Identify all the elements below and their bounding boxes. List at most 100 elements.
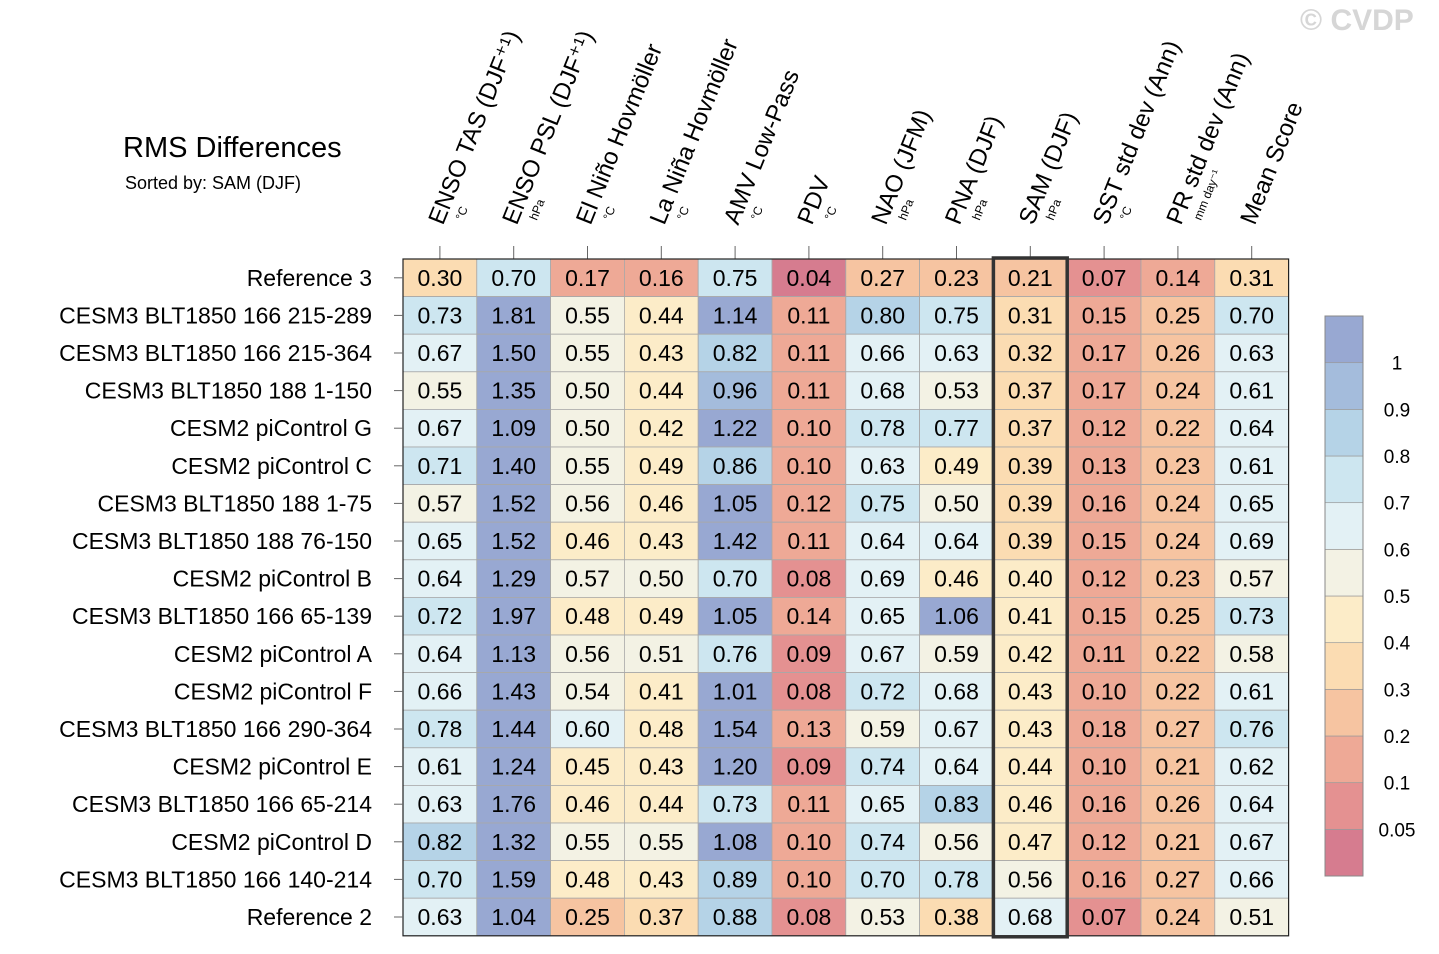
- heatmap-cell: [845, 484, 920, 523]
- heatmap-cell: [993, 747, 1068, 786]
- heatmap-cell: [402, 559, 478, 598]
- cell-value-label: 0.69: [1229, 528, 1274, 554]
- heatmap-cell: [697, 785, 773, 824]
- heatmap-cell: [993, 634, 1068, 673]
- heatmap-cell: [476, 709, 551, 749]
- heatmap-cell: [919, 597, 994, 636]
- cell-value-label: 0.64: [934, 754, 979, 780]
- heatmap-cell: [771, 597, 847, 636]
- column-unit-label: °C: [748, 204, 766, 222]
- cell-value-label: 0.25: [565, 904, 610, 930]
- heatmap-cell: [697, 672, 773, 711]
- cell-value-label: 0.96: [713, 378, 758, 404]
- heatmap-cell: [1066, 521, 1142, 561]
- cell-value-label: 0.16: [1082, 791, 1127, 817]
- heatmap-cell: [1214, 747, 1290, 786]
- heatmap-cell: [1140, 408, 1216, 448]
- heatmap-cell: [993, 672, 1068, 711]
- cell-value-label: 0.11: [787, 528, 830, 554]
- row-labels: Reference 3 CESM3 BLT1850 166 215-289 CESM…: [59, 265, 403, 930]
- cell-value-label: 0.64: [418, 641, 463, 667]
- cell-value-label: 0.17: [565, 265, 610, 291]
- colorbar-swatch: [1324, 782, 1364, 830]
- cell-value-label: 0.48: [639, 716, 684, 742]
- heatmap-cell: [919, 747, 994, 786]
- chart-title: RMS Differences: [123, 132, 342, 164]
- cell-value-label: 0.68: [934, 678, 979, 704]
- cell-value-label: 0.59: [934, 641, 979, 667]
- cell-value-label: 0.55: [565, 340, 610, 366]
- heatmap-cell: [845, 634, 920, 673]
- row-label: CESM2 piControl F: [174, 678, 372, 704]
- heatmap-cell: [1214, 484, 1290, 523]
- heatmap-cell: [624, 785, 699, 824]
- cell-value-label: 0.37: [1008, 415, 1053, 441]
- cell-value-label: 0.83: [934, 791, 979, 817]
- cell-value-label: 0.12: [1082, 829, 1127, 855]
- cell-value-label: 0.30: [418, 265, 463, 291]
- cell-value-label: 0.45: [565, 754, 610, 780]
- cell-value-label: 0.63: [418, 904, 463, 930]
- heatmap-cell: [1066, 446, 1142, 485]
- cell-value-label: 0.07: [1082, 265, 1127, 291]
- row-label: CESM3 BLT1850 188 1-75: [98, 490, 372, 516]
- row-label: CESM3 BLT1850 166 215-364: [59, 340, 372, 366]
- heatmap-cell: [624, 897, 699, 937]
- heatmap-cell: [1140, 597, 1216, 636]
- cell-value-label: 1.44: [491, 716, 536, 742]
- row-label: CESM2 piControl G: [170, 415, 372, 441]
- cell-value-label: 0.74: [860, 829, 905, 855]
- heatmap-cell: [1140, 484, 1216, 523]
- cell-value-label: 0.88: [713, 904, 758, 930]
- heatmap-cell: [919, 371, 994, 410]
- cell-value-label: 0.24: [1156, 904, 1201, 930]
- heatmap-cell: [919, 521, 994, 561]
- cell-value-label: 0.37: [1008, 378, 1053, 404]
- cell-value-label: 0.27: [860, 265, 905, 291]
- colorbar-tick-label: 1: [1392, 354, 1403, 375]
- heatmap-cell: [550, 672, 625, 711]
- cell-value-label: 0.23: [1156, 453, 1201, 479]
- cell-value-label: 0.50: [565, 378, 610, 404]
- heatmap-cell: [1140, 634, 1216, 673]
- cell-value-label: 0.17: [1082, 340, 1127, 366]
- heatmap-cell: [771, 634, 847, 673]
- cell-value-label: 0.41: [639, 678, 684, 704]
- heatmap-cell: [993, 371, 1068, 410]
- heatmap-cell: [550, 296, 625, 335]
- heatmap-cell: [845, 597, 920, 636]
- cell-value-label: 0.61: [1229, 453, 1274, 479]
- cell-value-label: 0.70: [491, 265, 536, 291]
- column-unit-label: °C: [1117, 204, 1135, 222]
- cell-value-label: 0.72: [860, 678, 905, 704]
- cell-value-label: 0.10: [1082, 678, 1127, 704]
- heatmap-cell: [771, 446, 847, 485]
- cell-value-label: 0.70: [860, 866, 905, 892]
- cell-value-label: 0.43: [639, 866, 684, 892]
- cell-value-label: 0.77: [934, 415, 979, 441]
- heatmap-cell: [697, 860, 773, 899]
- cell-value-label: 0.43: [639, 754, 684, 780]
- heatmap-cell: [1140, 672, 1216, 711]
- heatmap-cell: [993, 559, 1068, 598]
- heatmap-cell: [1066, 333, 1142, 373]
- cell-value-label: 1.50: [491, 340, 536, 366]
- cell-value-label: 0.48: [565, 603, 610, 629]
- heatmap-cell: [402, 521, 478, 561]
- heatmap-cell: [697, 521, 773, 561]
- cell-value-label: 0.56: [1008, 866, 1053, 892]
- heatmap-cell: [993, 446, 1068, 485]
- cell-value-label: 1.13: [491, 641, 536, 667]
- column-unit-label: °C: [822, 204, 840, 222]
- heatmap-cell: [550, 897, 625, 937]
- row-label: Reference 3: [247, 265, 372, 291]
- cell-value-label: 0.76: [713, 641, 758, 667]
- cell-value-label: 0.76: [1229, 716, 1274, 742]
- cell-value-label: 0.75: [860, 490, 905, 516]
- heatmap-cell: [1140, 860, 1216, 899]
- cell-value-label: 0.07: [1082, 904, 1127, 930]
- column-label: Mean Score: [1235, 98, 1309, 228]
- heatmap-cell: [993, 785, 1068, 824]
- heatmap-cell: [1066, 709, 1142, 749]
- cell-value-label: 0.55: [565, 829, 610, 855]
